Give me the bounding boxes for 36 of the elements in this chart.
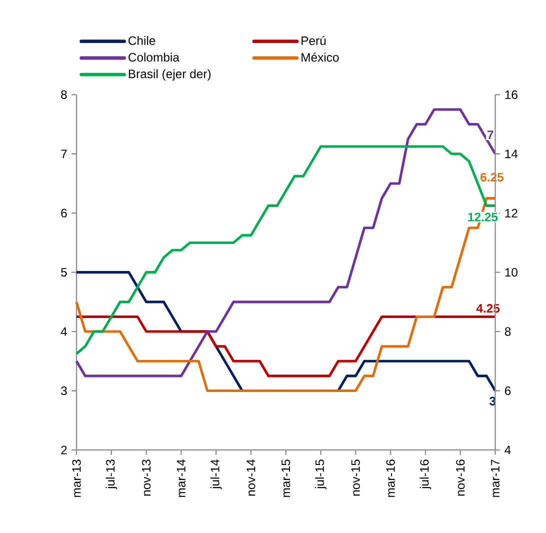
y2-tick-label: 14 <box>505 150 518 158</box>
x-tick-label: jul-16 <box>420 460 432 490</box>
x-tick-label: mar-13 <box>72 460 81 497</box>
data-label: 7 <box>487 130 494 140</box>
data-label: 4.25 <box>476 304 500 313</box>
x-tick-label: nov-14 <box>246 460 256 496</box>
y2-tick-label: 10 <box>505 268 518 277</box>
y-tick-label: 2 <box>61 446 67 454</box>
y2-tick-label: 12 <box>505 208 518 218</box>
x-tick-label: nov-13 <box>142 460 151 496</box>
x-tick-label: mar-15 <box>282 460 290 497</box>
legend-label: Brasil (ejer der) <box>128 69 211 81</box>
y2-tick-label: 4 <box>504 446 511 454</box>
x-tick-label: jul-13 <box>106 460 118 490</box>
y-tick-label: 6 <box>61 208 67 218</box>
data-label: 6.25 <box>480 172 504 182</box>
y-tick-label: 3 <box>61 386 67 396</box>
x-tick-label: nov-15 <box>351 460 360 496</box>
legend-label: México <box>302 52 339 62</box>
y-tick-label: 5 <box>61 268 67 277</box>
x-tick-label: mar-14 <box>176 460 186 497</box>
data-label: 12.25 <box>468 212 498 222</box>
legend-label: Colombia <box>128 52 180 62</box>
x-tick-label: mar-17 <box>490 460 500 497</box>
legend-label: Chile <box>128 36 156 46</box>
y2-tick-label: 6 <box>505 386 511 396</box>
y2-tick-label: 8 <box>504 327 511 336</box>
x-tick-label: mar-16 <box>386 460 395 497</box>
legend-label: Perú <box>302 36 326 46</box>
x-tick-label: jul-14 <box>210 460 222 490</box>
x-tick-label: nov-16 <box>456 460 465 496</box>
y-tick-label: 7 <box>61 150 67 158</box>
y-tick-label: 4 <box>60 327 67 336</box>
y-tick-label: 8 <box>61 90 67 100</box>
y2-tick-label: 16 <box>505 90 518 100</box>
x-tick-label: jul-15 <box>315 460 326 490</box>
